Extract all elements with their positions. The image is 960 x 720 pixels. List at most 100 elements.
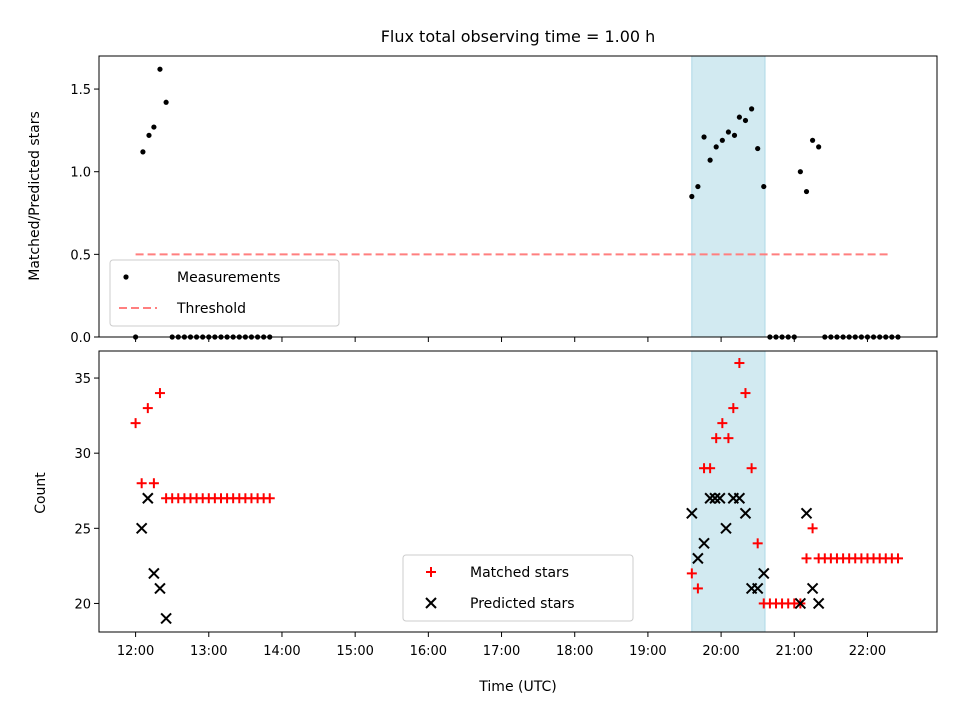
measurement-point	[157, 66, 163, 72]
matched-star-marker	[142, 403, 153, 414]
y-tick-label: 25	[74, 522, 91, 537]
legend-label: Predicted stars	[470, 596, 575, 612]
top-y-axis-label: Matched/Predicted stars	[27, 111, 43, 281]
matched-star-marker	[711, 433, 722, 444]
x-tick-label: 16:00	[410, 644, 447, 659]
x-tick-label: 20:00	[702, 644, 739, 659]
matched-star-marker	[686, 568, 697, 579]
predicted-star-marker	[698, 537, 710, 550]
legend-label: Matched stars	[470, 565, 569, 581]
highlight-band	[691, 350, 766, 633]
measurement-point	[695, 183, 701, 190]
predicted-star-marker	[812, 597, 825, 610]
matched-star-marker	[136, 478, 147, 489]
predicted-star-marker	[806, 582, 819, 595]
matched-star-marker	[705, 463, 716, 474]
bottom-panel: 20 25 30 35 12:00 13:00 14:00 15:00 16:00 17:00 18…	[74, 350, 938, 659]
matched-star-marker	[740, 388, 751, 399]
x-tick-label: 19:00	[629, 644, 666, 659]
predicted-star-marker	[692, 552, 704, 565]
measurement-point	[146, 132, 152, 138]
matched-star-marker	[807, 523, 818, 534]
legend: Matched stars Predicted stars	[402, 554, 634, 622]
matched-star-marker	[130, 418, 141, 429]
measurement-point	[725, 129, 732, 135]
measurement-point	[742, 117, 749, 124]
y-tick-label: 35	[74, 372, 91, 387]
chart-title: Flux total observing time = 1.00 h	[381, 27, 656, 46]
measurement-point	[163, 99, 169, 105]
legend: Measurements Threshold	[109, 259, 340, 327]
measurement-point	[736, 114, 742, 120]
predicted-star-marker	[154, 582, 166, 595]
bottom-y-axis-label: Count	[33, 472, 49, 514]
matched-star-marker	[801, 553, 812, 564]
measurement-point	[749, 106, 755, 112]
matched-star-marker	[148, 478, 159, 489]
measurement-point	[140, 149, 146, 155]
predicted-star-marker	[739, 507, 752, 519]
measurement-point	[816, 144, 822, 150]
axes-frame	[98, 350, 938, 633]
x-tick-label: 14:00	[263, 644, 300, 659]
x-tick-label: 21:00	[776, 644, 813, 659]
matched-star-marker	[264, 493, 275, 504]
x-tick-label: 18:00	[556, 644, 593, 659]
predicted-star-marker	[733, 492, 746, 504]
x-axis-label: Time (UTC)	[478, 679, 556, 695]
matched-star-marker	[154, 388, 165, 399]
predicted-star-marker	[800, 507, 813, 519]
predicted-star-marker	[160, 612, 172, 625]
legend-predicted-swatch	[425, 597, 437, 609]
measurement-point	[689, 193, 695, 200]
y-tick-label: 30	[74, 447, 91, 462]
axes-frame	[98, 55, 938, 338]
predicted-star-marker	[148, 567, 160, 580]
measurement-point	[803, 188, 810, 195]
measurement-point	[761, 183, 767, 190]
predicted-star-marker	[720, 522, 732, 535]
matched-star-marker	[723, 433, 734, 444]
measurement-point	[151, 124, 157, 130]
measurement-point	[809, 137, 816, 143]
measurement-point	[701, 134, 707, 140]
measurement-point	[719, 137, 725, 143]
y-tick-label: 20	[74, 597, 91, 612]
y-tick-label: 1.0	[70, 166, 91, 181]
legend-matched-swatch	[426, 567, 436, 577]
y-tick-label: 0.0	[70, 331, 91, 346]
measurement-point	[755, 145, 761, 152]
measurement-point	[731, 132, 738, 138]
predicted-star-marker	[704, 492, 716, 504]
matched-star-marker	[734, 358, 745, 369]
matched-star-marker	[728, 403, 739, 414]
matched-star-marker	[692, 583, 703, 594]
x-tick-label: 22:00	[849, 644, 886, 659]
y-tick-label: 1.5	[70, 83, 91, 98]
predicted-star-marker	[751, 582, 764, 595]
x-tick-label: 15:00	[336, 644, 373, 659]
x-tick-label: 13:00	[190, 644, 227, 659]
x-tick-label: 12:00	[117, 644, 154, 659]
top-panel: 0.0 0.5 1.0 1.5 Measurements Threshold	[70, 55, 938, 346]
matched-star-marker	[752, 538, 763, 549]
legend-label: Measurements	[177, 270, 280, 286]
y-tick-label: 0.5	[70, 248, 91, 263]
predicted-star-marker	[709, 492, 721, 504]
predicted-star-marker	[686, 507, 698, 519]
predicted-star-marker	[714, 492, 726, 504]
measurement-point	[797, 169, 803, 175]
highlight-band	[691, 55, 766, 338]
legend-label: Threshold	[176, 301, 246, 317]
matched-star-marker	[892, 553, 903, 564]
measurement-point	[713, 144, 719, 150]
predicted-star-marker	[135, 522, 148, 535]
matched-star-marker	[717, 418, 728, 429]
measurement-point	[707, 157, 713, 163]
predicted-star-marker	[794, 597, 807, 610]
matched-star-marker	[746, 463, 757, 474]
legend-measurement-swatch	[123, 274, 129, 280]
predicted-star-marker	[142, 492, 154, 504]
x-tick-label: 17:00	[483, 644, 520, 659]
